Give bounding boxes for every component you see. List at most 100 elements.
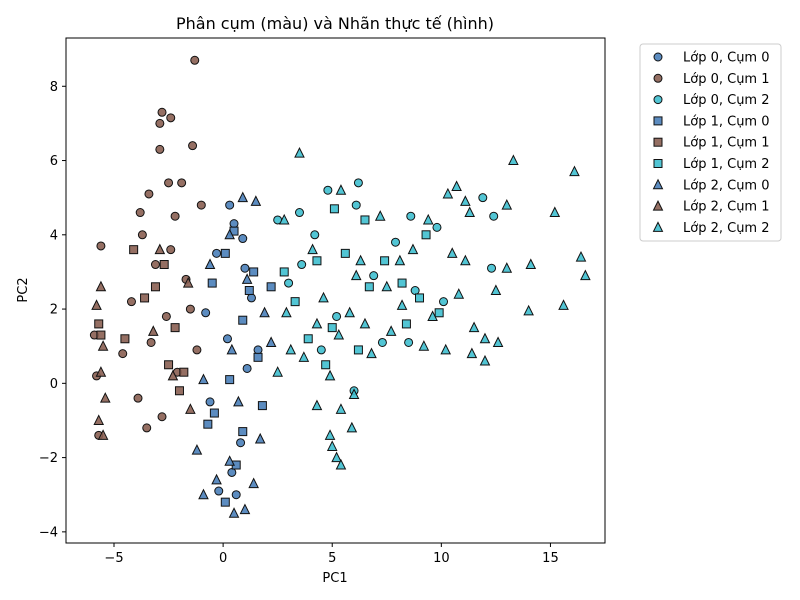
data-point <box>335 184 347 195</box>
data-point <box>374 210 386 221</box>
x-axis-label: PC1 <box>322 571 347 586</box>
data-point <box>170 323 180 333</box>
data-point <box>133 393 143 403</box>
data-point <box>348 388 360 399</box>
data-point <box>569 165 580 177</box>
data-point <box>126 297 136 307</box>
legend-label: Lớp 1, Cụm 0 <box>683 114 770 129</box>
legend-item: Lớp 2, Cụm 0 <box>652 178 770 193</box>
data-point <box>164 178 174 188</box>
legend-item: Lớp 2, Cụm 1 <box>652 200 770 215</box>
data-point <box>203 419 213 429</box>
data-point <box>164 360 174 370</box>
legend-item: Lớp 2, Cụm 2 <box>652 221 770 236</box>
series-4 <box>203 226 276 507</box>
data-point <box>359 317 371 329</box>
data-point <box>298 351 310 362</box>
data-point <box>404 337 414 347</box>
legend-label: Lớp 0, Cụm 2 <box>683 93 770 108</box>
data-point <box>364 282 374 292</box>
data-point <box>97 429 109 440</box>
data-point <box>290 297 300 307</box>
data-point <box>575 250 587 262</box>
data-point <box>96 241 106 251</box>
data-point <box>312 256 322 266</box>
data-point <box>351 200 361 210</box>
data-point <box>335 403 347 414</box>
legend-marker <box>653 159 663 168</box>
data-point <box>422 213 434 225</box>
y-tick-label: 4 <box>50 228 58 243</box>
data-point <box>250 195 262 206</box>
legend-label: Lớp 0, Cụm 0 <box>683 51 770 66</box>
data-point <box>129 245 139 255</box>
data-point <box>332 311 342 321</box>
legend-marker <box>653 116 663 126</box>
data-point <box>324 369 336 381</box>
data-point <box>468 321 480 333</box>
y-axis-label: PC2 <box>16 277 31 302</box>
data-point <box>161 311 171 321</box>
data-point <box>204 258 216 270</box>
data-point <box>479 332 491 344</box>
data-point <box>327 323 337 333</box>
points-layer <box>89 55 591 518</box>
data-point <box>118 349 128 359</box>
data-point <box>220 248 230 258</box>
data-point <box>353 178 363 188</box>
x-tick-label: 0 <box>219 551 227 566</box>
data-point <box>229 219 239 229</box>
data-point <box>434 308 444 318</box>
data-point <box>377 337 387 347</box>
data-point <box>238 427 248 437</box>
data-point <box>307 243 318 255</box>
series-8 <box>91 243 196 440</box>
data-point <box>140 293 150 303</box>
data-point <box>281 306 292 318</box>
y-tick-label: 8 <box>50 80 58 95</box>
legend-marker <box>652 178 664 190</box>
data-point <box>558 299 569 310</box>
data-point <box>212 248 222 258</box>
data-point <box>239 503 251 515</box>
data-point <box>418 340 430 351</box>
data-point <box>311 399 323 411</box>
data-point <box>323 185 333 195</box>
x-tick-label: −5 <box>104 551 123 566</box>
data-point <box>451 180 462 192</box>
data-point <box>353 345 363 355</box>
data-point <box>182 276 194 288</box>
data-point <box>241 273 253 284</box>
data-point <box>326 440 338 451</box>
data-point <box>508 154 519 166</box>
data-point <box>340 248 350 258</box>
data-point <box>294 146 305 158</box>
data-point <box>360 215 370 225</box>
data-point <box>489 211 499 221</box>
data-point <box>226 343 238 355</box>
data-point <box>236 438 246 448</box>
data-point <box>214 486 224 496</box>
data-point <box>99 392 111 403</box>
y-tick-label: −2 <box>39 451 58 466</box>
data-point <box>137 230 147 240</box>
data-point <box>253 352 263 362</box>
legend-item: Lớp 1, Cụm 0 <box>653 114 770 129</box>
data-point <box>95 280 107 292</box>
data-point <box>97 340 109 351</box>
data-point <box>284 278 294 288</box>
series-3 <box>273 178 499 396</box>
data-point <box>248 477 259 489</box>
data-point <box>272 366 283 377</box>
data-point <box>460 254 471 266</box>
data-point <box>453 288 465 299</box>
data-point <box>207 278 217 288</box>
data-point <box>253 345 263 355</box>
data-point <box>501 262 513 273</box>
data-point <box>170 211 180 221</box>
data-point <box>233 395 244 407</box>
legend-label: Lớp 2, Cụm 0 <box>683 178 770 193</box>
plot-area-frame <box>65 37 606 544</box>
data-point <box>321 360 331 370</box>
